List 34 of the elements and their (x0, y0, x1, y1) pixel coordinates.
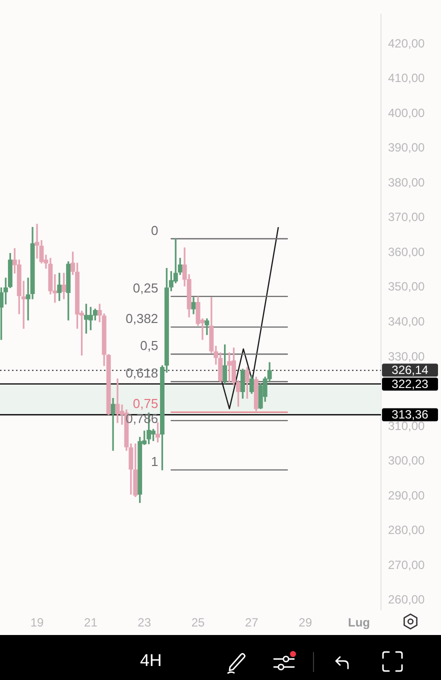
y-tick-label: 360,00 (388, 244, 426, 259)
series-label: 0,618 (126, 366, 158, 381)
series-label: 0 (150, 222, 158, 238)
y-tick-label: 370,00 (388, 210, 426, 224)
y-tick-label: 280,00 (388, 523, 426, 538)
x-tick-label: 23 (138, 616, 152, 630)
x-tick-label: 27 (244, 616, 259, 630)
x-tick-label: 19 (30, 616, 44, 630)
series-label: 0,25 (132, 280, 158, 296)
y-tick-label: 350,00 (388, 280, 426, 294)
series-label: 0,5 (140, 338, 158, 354)
y-tick-label: 380,00 (388, 175, 426, 190)
x-tick-label: Lug (348, 616, 370, 630)
ref-line-label: 322,23 (392, 376, 429, 391)
y-tick-label: 390,00 (388, 140, 426, 155)
y-tick-label: 400,00 (388, 106, 426, 120)
series-label: 1 (150, 454, 158, 469)
x-tick-label: 21 (84, 616, 98, 630)
y-tick-label: 290,00 (388, 488, 426, 502)
text: 4H (140, 651, 162, 670)
series-label: 0,75 (132, 396, 158, 412)
x-tick-label: 25 (191, 616, 206, 630)
y-tick-label: 330,00 (388, 349, 426, 364)
y-tick-label: 340,00 (388, 314, 426, 328)
y-tick-label: 300,00 (388, 454, 426, 468)
x-tick-label: 29 (298, 616, 312, 630)
candlestick (110, 398, 116, 451)
y-tick-label: 270,00 (388, 558, 426, 572)
candlestick (115, 378, 120, 423)
y-tick-label: 420,00 (388, 36, 426, 50)
y-tick-label: 410,00 (388, 71, 426, 86)
series-label: 0,382 (126, 311, 158, 326)
ref-line-label: 326,14 (392, 362, 429, 377)
y-tick-label: 260,00 (388, 592, 426, 607)
